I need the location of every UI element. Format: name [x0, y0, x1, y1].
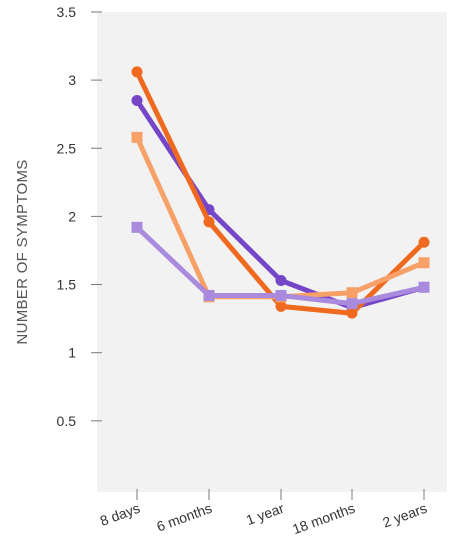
series-2 — [131, 66, 430, 319]
data-point — [418, 281, 430, 293]
y-axis: 0.5 1 1.5 2 2.5 3 3.5 — [57, 4, 102, 429]
data-point — [203, 289, 215, 301]
x-tick-label: 1 year — [244, 500, 286, 528]
y-axis-title: NUMBER OF SYMPTOMS — [14, 159, 31, 344]
y-tick-label: 3 — [68, 72, 76, 88]
data-point — [346, 287, 358, 299]
data-point — [346, 298, 358, 310]
data-point — [418, 257, 430, 269]
x-tick-label: 6 months — [154, 500, 214, 535]
data-point — [131, 221, 143, 233]
plot-area — [97, 12, 447, 492]
data-point — [203, 216, 215, 228]
data-point — [346, 307, 358, 319]
data-point — [131, 66, 143, 78]
data-point — [131, 95, 143, 107]
x-tick-label: 2 years — [380, 500, 429, 531]
x-tick-label: 8 days — [98, 500, 142, 529]
y-tick-label: 1.5 — [57, 277, 77, 293]
data-point — [275, 300, 287, 312]
data-point — [418, 236, 430, 248]
x-tick-label: 18 months — [290, 500, 357, 537]
y-tick-label: 2 — [68, 208, 76, 224]
y-tick-label: 0.5 — [57, 413, 77, 429]
y-tick-label: 3.5 — [57, 4, 77, 20]
y-tick-label: 1 — [68, 345, 76, 361]
data-point — [131, 131, 143, 143]
series-layer — [131, 66, 430, 319]
data-point — [275, 289, 287, 301]
y-tick-label: 2.5 — [57, 140, 77, 156]
series-4 — [131, 221, 430, 310]
data-point — [275, 274, 287, 286]
x-axis: 8 days 6 months 1 year 18 months 2 years — [98, 489, 429, 537]
